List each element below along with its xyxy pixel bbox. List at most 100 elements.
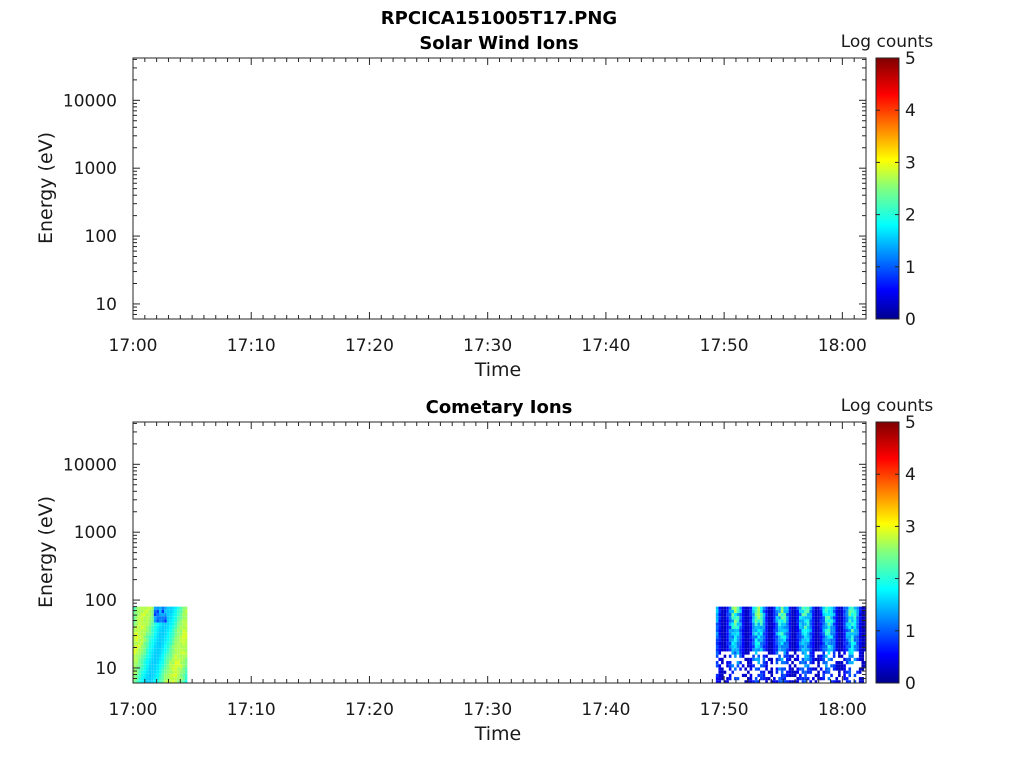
spectrogram-cell <box>827 609 831 614</box>
spectrogram-cell <box>138 673 141 678</box>
spectrogram-cell <box>182 622 185 626</box>
spectrogram-cell <box>164 619 167 623</box>
spectrogram-cell <box>817 664 820 668</box>
spectrogram-cell <box>151 625 154 630</box>
spectrogram-cell <box>757 635 761 639</box>
spectrogram-cell <box>853 619 857 623</box>
spectrogram-cell <box>754 622 758 626</box>
spectrogram-cell <box>825 638 828 642</box>
spectrogram-cell <box>809 606 813 610</box>
spectrogram-cell <box>770 622 774 626</box>
spectrogram-cell <box>741 606 745 610</box>
spectrogram-cell <box>822 654 826 658</box>
spectrogram-cell <box>146 648 149 652</box>
spectrogram-cell <box>767 606 771 610</box>
spectrogram-cell <box>780 625 784 630</box>
spectrogram-cell <box>153 613 157 617</box>
spectrogram-cell <box>762 670 766 674</box>
spectrogram-cell <box>845 629 849 633</box>
spectrogram-cell <box>723 629 727 633</box>
spectrogram-cell <box>760 616 763 620</box>
spectrogram-cell <box>858 629 862 633</box>
spectrogram-cell <box>151 635 154 639</box>
spectrogram-cell <box>179 625 183 630</box>
spectrogram-cell <box>757 609 761 614</box>
spectrogram-cell <box>796 635 800 639</box>
spectrogram-cell <box>853 632 857 636</box>
spectrogram-cell <box>791 625 794 630</box>
spectrogram-cell <box>817 638 820 642</box>
spectrogram-cell <box>809 613 813 617</box>
spectrogram-cell <box>838 673 841 678</box>
spectrogram-cell <box>143 609 146 614</box>
spectrogram-cell <box>858 645 862 649</box>
spectrogram-cell <box>830 664 833 668</box>
spectrogram-cell <box>783 638 787 642</box>
spectrogram-cell <box>773 648 776 652</box>
spectrogram-cell <box>780 667 784 671</box>
spectrogram-cell <box>718 616 722 620</box>
spectrogram-cell <box>138 680 141 683</box>
spectrogram-cell <box>799 673 802 678</box>
spectrogram-cell <box>752 622 755 626</box>
spectrogram-cell <box>140 651 144 655</box>
spectrogram-cell <box>161 645 165 649</box>
spectrogram-cell <box>853 638 857 642</box>
spectrogram-cell <box>804 648 807 652</box>
spectrogram-cell <box>731 613 735 617</box>
spectrogram-cell <box>752 625 755 630</box>
spectrogram-cell <box>780 629 784 633</box>
spectrogram-cell <box>778 641 781 646</box>
spectrogram-cell <box>164 638 167 642</box>
spectrogram-cell <box>827 638 831 642</box>
spectrogram-cell <box>796 677 800 681</box>
spectrogram-cell <box>861 657 865 662</box>
spectrogram-cell <box>726 616 729 620</box>
spectrogram-cell <box>843 619 846 623</box>
spectrogram-cell <box>858 641 862 646</box>
spectrogram-cell <box>182 657 185 662</box>
spectrogram-cell <box>848 654 852 658</box>
spectrogram-cell <box>843 606 846 610</box>
spectrogram-cell <box>133 606 136 610</box>
spectrogram-cell <box>788 645 792 649</box>
spectrogram-cell <box>788 641 792 646</box>
spectrogram-cell <box>741 641 745 646</box>
spectrogram-cell <box>791 641 794 646</box>
spectrogram-cell <box>159 667 162 671</box>
spectrogram-cell <box>848 632 852 636</box>
spectrogram-cell <box>861 606 865 610</box>
spectrogram-cell <box>182 629 185 633</box>
colorbar-tick-label: 0 <box>905 310 916 330</box>
spectrogram-cell <box>765 667 768 671</box>
spectrogram-cell <box>174 654 178 658</box>
spectrogram-cell <box>174 673 178 678</box>
spectrogram-cell <box>744 657 748 662</box>
spectrogram-cell <box>770 629 774 633</box>
spectrogram-cell <box>138 632 141 636</box>
spectrogram-cell <box>143 616 146 620</box>
spectrogram-cell <box>728 641 732 646</box>
spectrogram-cell <box>809 670 813 674</box>
spectrogram-cell <box>174 635 178 639</box>
spectrogram-cell <box>861 616 865 620</box>
spectrogram-cell <box>146 673 149 678</box>
spectrogram-cell <box>775 619 779 623</box>
spectrogram-cell <box>804 625 807 630</box>
spectrogram-cell <box>780 657 784 662</box>
colorbar-tick-label: 4 <box>905 465 916 485</box>
spectrogram-cell <box>741 664 745 668</box>
spectrogram-cell <box>169 638 172 642</box>
spectrogram-cell <box>830 641 833 646</box>
spectrogram-cell <box>752 606 755 610</box>
spectrogram-cell <box>135 609 139 614</box>
spectrogram-cell <box>806 635 810 639</box>
spectrogram-cell <box>185 625 188 630</box>
spectrogram-cell <box>793 616 797 620</box>
spectrogram-cell <box>133 635 136 639</box>
spectrogram-cell <box>783 606 787 610</box>
spectrogram-cell <box>853 673 857 678</box>
spectrogram-cell <box>840 613 844 617</box>
spectrogram-cell <box>817 677 820 681</box>
spectrogram-cell <box>161 638 165 642</box>
